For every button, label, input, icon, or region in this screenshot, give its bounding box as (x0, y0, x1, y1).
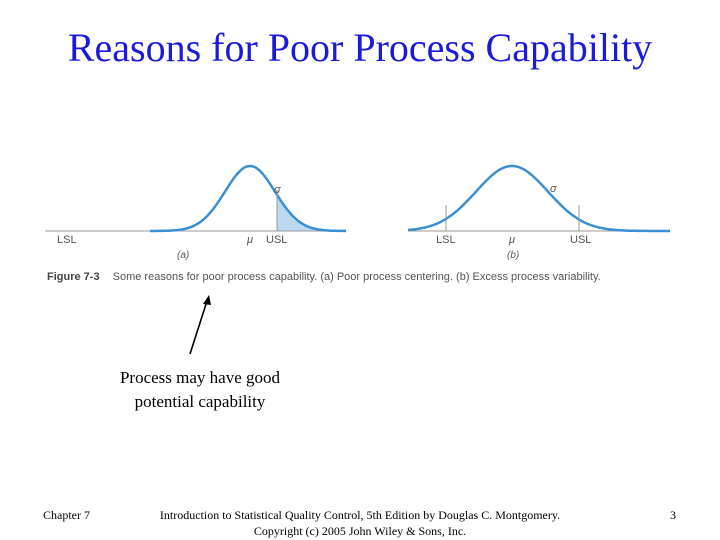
capability-diagram: LSL μ USL σ (a) LSL μ USL σ (b) Figure 7… (45, 164, 670, 283)
callout-line-1: Process may have good (119, 368, 281, 387)
footer-citation-line-2: Copyright (c) 2005 John Wiley & Sons, In… (253, 524, 467, 538)
footer-citation: Introduction to Statistical Quality Cont… (130, 507, 590, 539)
panel-a-normal-curve (150, 164, 346, 233)
panel-b-usl-label: USL (570, 234, 591, 246)
callout-text: Process may have good potential capabili… (80, 366, 320, 414)
panel-a-label: (a) (177, 250, 189, 261)
panel-b-label: (b) (507, 250, 519, 261)
figure-7-3: LSL μ USL σ (a) LSL μ USL σ (b) Figure 7… (0, 150, 720, 290)
panel-b-lsl-label: LSL (436, 234, 456, 246)
pointer-arrow (189, 295, 211, 355)
panel-b-mu-label: μ (508, 234, 515, 246)
slide-title: Reasons for Poor Process Capability (67, 25, 653, 70)
footer-chapter: Chapter 7 (43, 508, 90, 522)
footer-citation-line-1: Introduction to Statistical Quality Cont… (159, 508, 561, 522)
panel-a-sigma-label: σ (274, 184, 281, 196)
figure-caption-number: Figure 7-3 (47, 271, 100, 283)
panel-b: LSL μ USL σ (b) (407, 164, 670, 261)
panel-b-sigma-label: σ (550, 183, 557, 195)
footer-page-number: 3 (670, 508, 676, 522)
panel-a-lsl-label: LSL (57, 234, 77, 246)
figure-caption-text: Some reasons for poor process capability… (113, 271, 601, 283)
callout-line-2: potential capability (134, 392, 266, 411)
panel-b-normal-curve (407, 164, 670, 233)
panel-a: LSL μ USL σ (a) (45, 164, 346, 261)
figure-caption: Figure 7-3 Some reasons for poor process… (47, 271, 601, 283)
panel-a-usl-label: USL (266, 234, 287, 246)
panel-a-out-of-spec-tail (277, 194, 346, 231)
panel-a-mu-label: μ (246, 234, 253, 246)
